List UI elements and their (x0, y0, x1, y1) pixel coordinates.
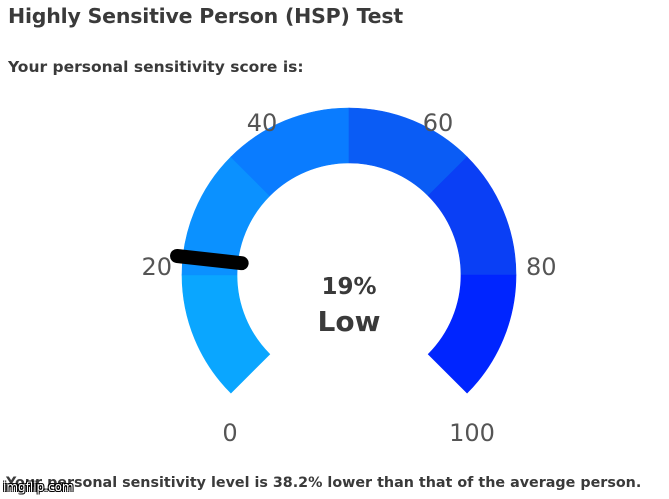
watermark: imgflip.com (3, 480, 74, 494)
tick-label-100: 100 (449, 419, 495, 447)
tick-label-0: 0 (222, 419, 237, 447)
score-percent: 19% (321, 274, 376, 300)
gauge-tick-labels: 0 20 40 60 80 100 (141, 109, 556, 447)
gauge-segment-1 (181, 274, 271, 394)
tick-label-40: 40 (247, 109, 278, 137)
page-title: Highly Sensitive Person (HSP) Test (8, 4, 403, 28)
score-intro-text: Your personal sensitivity score is: (8, 58, 304, 76)
tick-label-20: 20 (141, 253, 172, 281)
gauge-needle (170, 249, 249, 271)
gauge-segment-6 (427, 274, 517, 394)
tick-label-80: 80 (526, 253, 557, 281)
gauge-segments (181, 107, 517, 394)
score-level: Low (318, 305, 381, 338)
tick-label-60: 60 (423, 109, 454, 137)
comparison-text: Your personal sensitivity level is 38.2%… (6, 475, 642, 491)
